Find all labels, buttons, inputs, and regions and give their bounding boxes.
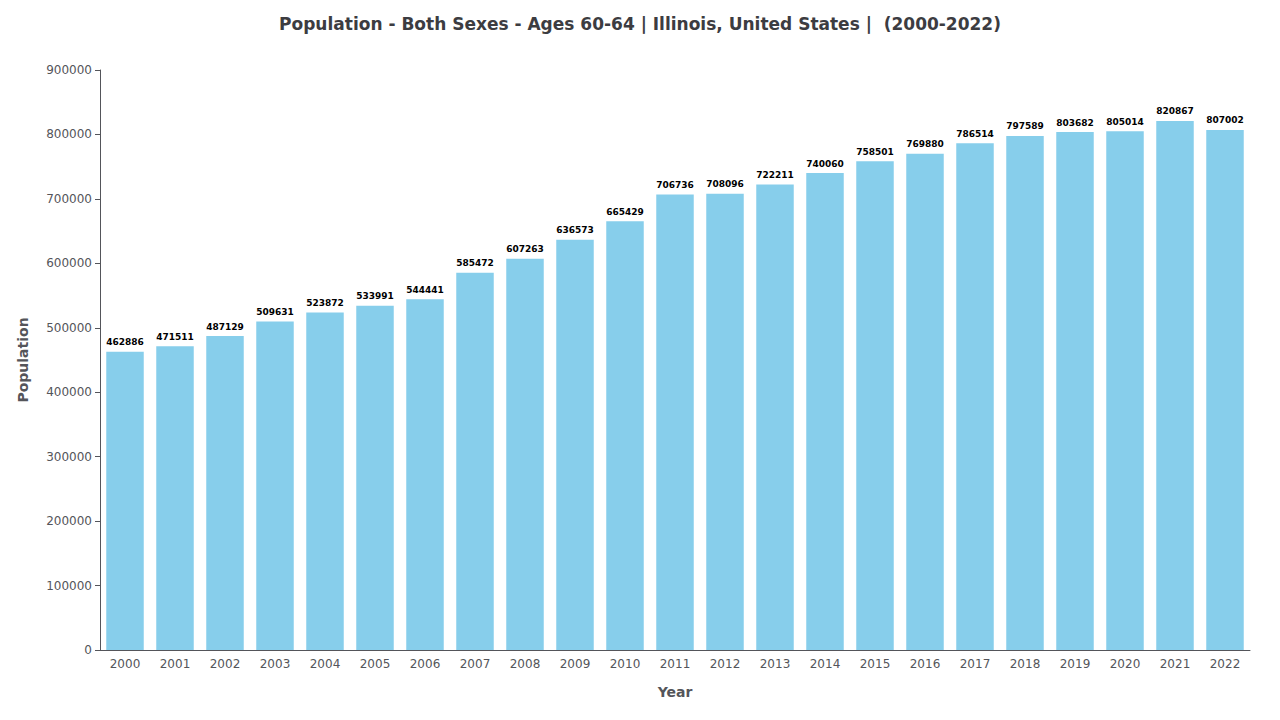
svg-text:820867: 820867 bbox=[1156, 106, 1194, 116]
svg-text:797589: 797589 bbox=[1006, 121, 1044, 131]
svg-text:2003: 2003 bbox=[260, 657, 291, 671]
svg-text:2008: 2008 bbox=[510, 657, 541, 671]
svg-text:2017: 2017 bbox=[960, 657, 991, 671]
svg-text:400000: 400000 bbox=[46, 385, 92, 399]
svg-text:758501: 758501 bbox=[856, 147, 894, 157]
svg-text:100000: 100000 bbox=[46, 579, 92, 593]
svg-text:2001: 2001 bbox=[160, 657, 191, 671]
svg-text:2022: 2022 bbox=[1210, 657, 1241, 671]
svg-text:786514: 786514 bbox=[956, 129, 994, 139]
svg-text:2016: 2016 bbox=[910, 657, 941, 671]
svg-text:462886: 462886 bbox=[106, 337, 144, 347]
svg-text:665429: 665429 bbox=[606, 207, 644, 217]
svg-text:2014: 2014 bbox=[810, 657, 841, 671]
svg-text:2009: 2009 bbox=[560, 657, 591, 671]
svg-text:2006: 2006 bbox=[410, 657, 441, 671]
svg-text:487129: 487129 bbox=[206, 322, 244, 332]
svg-text:2018: 2018 bbox=[1010, 657, 1041, 671]
svg-text:509631: 509631 bbox=[256, 307, 294, 317]
svg-text:2005: 2005 bbox=[360, 657, 391, 671]
svg-text:300000: 300000 bbox=[46, 450, 92, 464]
svg-text:805014: 805014 bbox=[1106, 117, 1144, 127]
svg-text:533991: 533991 bbox=[356, 291, 394, 301]
svg-text:0: 0 bbox=[84, 643, 92, 657]
svg-text:2012: 2012 bbox=[710, 657, 741, 671]
svg-text:769880: 769880 bbox=[906, 139, 944, 149]
svg-text:600000: 600000 bbox=[46, 256, 92, 270]
svg-text:706736: 706736 bbox=[656, 180, 694, 190]
svg-text:585472: 585472 bbox=[456, 258, 494, 268]
svg-text:200000: 200000 bbox=[46, 514, 92, 528]
svg-text:700000: 700000 bbox=[46, 192, 92, 206]
svg-text:636573: 636573 bbox=[556, 225, 594, 235]
svg-text:2021: 2021 bbox=[1160, 657, 1191, 671]
svg-text:607263: 607263 bbox=[506, 244, 544, 254]
svg-text:2020: 2020 bbox=[1110, 657, 1141, 671]
svg-text:2004: 2004 bbox=[310, 657, 341, 671]
svg-text:807002: 807002 bbox=[1206, 115, 1244, 125]
svg-text:803682: 803682 bbox=[1056, 118, 1094, 128]
svg-text:2000: 2000 bbox=[110, 657, 141, 671]
svg-text:Population: Population bbox=[15, 317, 31, 402]
svg-text:740060: 740060 bbox=[806, 159, 844, 169]
svg-text:2002: 2002 bbox=[210, 657, 241, 671]
svg-text:544441: 544441 bbox=[406, 285, 444, 295]
svg-text:2015: 2015 bbox=[860, 657, 891, 671]
svg-text:2013: 2013 bbox=[760, 657, 791, 671]
svg-text:523872: 523872 bbox=[306, 298, 344, 308]
svg-text:2010: 2010 bbox=[610, 657, 641, 671]
svg-text:2019: 2019 bbox=[1060, 657, 1091, 671]
svg-text:2007: 2007 bbox=[460, 657, 491, 671]
svg-text:800000: 800000 bbox=[46, 127, 92, 141]
svg-text:500000: 500000 bbox=[46, 321, 92, 335]
svg-text:471511: 471511 bbox=[156, 332, 194, 342]
svg-text:2011: 2011 bbox=[660, 657, 691, 671]
svg-text:Population - Both Sexes - Ages: Population - Both Sexes - Ages 60-64 | I… bbox=[279, 14, 1001, 34]
svg-text:900000: 900000 bbox=[46, 63, 92, 77]
svg-text:708096: 708096 bbox=[706, 179, 744, 189]
svg-text:Year: Year bbox=[657, 684, 693, 700]
svg-text:722211: 722211 bbox=[756, 170, 794, 180]
